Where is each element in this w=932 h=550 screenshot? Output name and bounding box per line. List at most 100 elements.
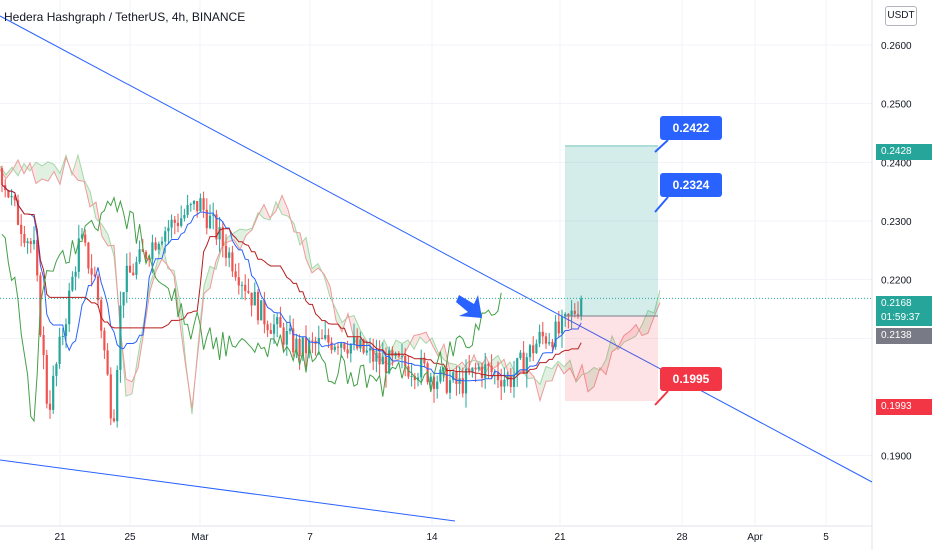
candle-body [480, 366, 484, 378]
candle-body [519, 352, 522, 359]
candle-body [276, 317, 279, 325]
callout-pointer [654, 390, 669, 406]
cloud-segment [450, 363, 456, 372]
candle-body [295, 338, 298, 353]
callout-target-2-label: 0.2324 [672, 178, 710, 192]
candle-body [372, 348, 375, 362]
callout-target-1[interactable]: 0.2422 [660, 116, 722, 140]
candle-countdown: 01:59:37 [881, 312, 920, 323]
y-tick-label: 0.2600 [881, 41, 912, 52]
conversion-line [1, 184, 582, 382]
candle-body [340, 343, 343, 348]
callout-stop-label: 0.1995 [672, 372, 710, 386]
candle-body [144, 251, 148, 259]
candle-body [541, 331, 544, 337]
candle-body [125, 265, 128, 293]
cloud-segment [12, 160, 18, 176]
candle-body [202, 198, 205, 210]
cloud-segment [102, 224, 108, 246]
candle-body [429, 376, 432, 383]
candle-body [567, 313, 570, 316]
candle-body [64, 324, 68, 336]
candle-body [506, 375, 509, 380]
price-tag-target-label: 0.2428 [881, 146, 912, 157]
cloud-segment [54, 164, 60, 185]
candle-body [141, 249, 144, 252]
candle-body [391, 350, 394, 357]
callout-target-1-label: 0.2422 [672, 121, 710, 135]
y-tick-label: 0.1900 [881, 452, 912, 463]
candle-body [458, 378, 461, 384]
candle-body [61, 335, 64, 337]
cloud-segment [606, 336, 612, 375]
candle-body [375, 353, 378, 362]
candle-body [576, 314, 580, 316]
candle-body [288, 328, 292, 332]
candle-body [320, 337, 324, 339]
callout-target-2[interactable]: 0.2324 [660, 173, 722, 197]
candle-body [445, 367, 448, 393]
cloud-segment [240, 229, 246, 250]
candle-body [212, 214, 215, 216]
candle-body [157, 243, 160, 250]
candle-body [410, 376, 413, 378]
candles [0, 165, 583, 428]
x-tick-label: 21 [554, 532, 566, 543]
candle-body [45, 355, 48, 404]
lower-trendline [0, 459, 456, 522]
x-tick-label: 21 [54, 532, 66, 543]
candle-body [84, 234, 87, 243]
candle-body [330, 342, 333, 351]
candle-body [544, 336, 548, 344]
candle-body [189, 204, 192, 206]
candle-body [436, 381, 439, 389]
y-tick-label: 0.2500 [881, 100, 912, 111]
candle-body [484, 364, 487, 378]
candle-body [247, 290, 250, 293]
candle-body [349, 344, 352, 354]
candle-body [381, 356, 384, 365]
candle-body [132, 272, 135, 275]
candle-body [388, 350, 391, 374]
candle-body [423, 357, 426, 364]
candle-body [26, 241, 29, 244]
candle-body [96, 276, 100, 301]
candle-body [359, 339, 362, 349]
candle-body [384, 356, 388, 374]
cloud-segment [540, 366, 546, 401]
cloud-segment [204, 266, 210, 294]
candle-body [55, 363, 58, 376]
candle-body [548, 342, 551, 344]
currency-button[interactable]: USDT [885, 6, 917, 26]
candle-body [538, 331, 541, 344]
candle-body [554, 321, 557, 348]
cloud-segment [48, 161, 54, 182]
candle-body [186, 205, 189, 215]
candle-body [343, 343, 346, 350]
cloud-segment [564, 360, 570, 374]
x-tick-label: 14 [426, 532, 438, 543]
x-tick-label: 28 [676, 532, 688, 543]
candle-body [560, 316, 564, 334]
candle-body [336, 346, 340, 348]
candle-body [29, 241, 32, 244]
candle-body [269, 330, 272, 334]
candle-body [116, 369, 119, 422]
y-tick-label: 0.2300 [881, 217, 912, 228]
cloud-segment [588, 367, 594, 392]
candle-body [7, 190, 10, 198]
candle-body [160, 241, 164, 244]
candle-body [164, 231, 167, 242]
candle-body [400, 355, 404, 357]
callout-stop[interactable]: 0.1995 [660, 367, 722, 391]
leading-span-a [0, 153, 661, 415]
candle-body [471, 367, 474, 373]
candle-body [48, 403, 52, 410]
price-tag-last: 0.2168 01:59:37 [876, 296, 932, 326]
candle-body [272, 324, 276, 334]
candle-body [487, 364, 490, 366]
cloud-segment [630, 324, 636, 340]
candle-body [77, 238, 80, 272]
